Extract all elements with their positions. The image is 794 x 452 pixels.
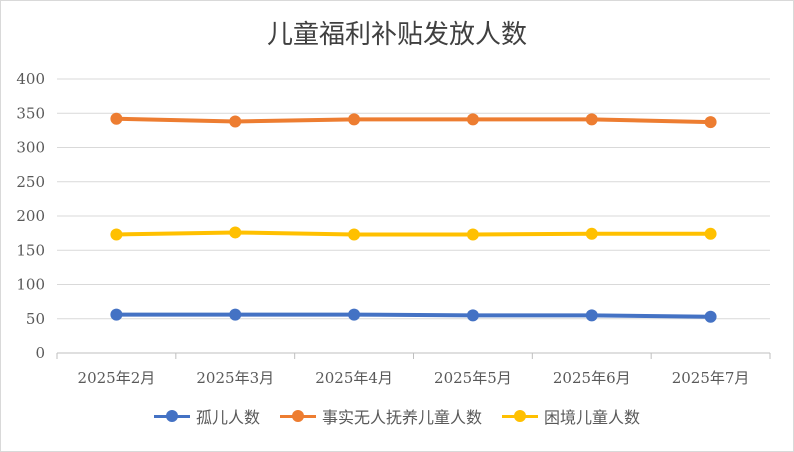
data-point [110, 112, 123, 125]
data-point [585, 227, 598, 240]
legend-label: 孤儿人数 [195, 408, 260, 427]
x-tick-label: 2025年7月 [672, 369, 750, 387]
y-tick-label: 150 [16, 241, 45, 259]
y-tick-label: 250 [16, 173, 45, 191]
legend-swatch-orphans [153, 406, 190, 426]
data-point [704, 116, 717, 129]
x-tick-label: 2025年5月 [434, 369, 512, 387]
y-tick-label: 100 [16, 276, 45, 294]
data-point [466, 228, 479, 241]
legend-dot [291, 410, 304, 422]
data-point [110, 228, 123, 241]
legend-swatch-unsupported [279, 406, 316, 426]
legend-label: 困境儿童人数 [544, 408, 641, 427]
x-tick-label: 2025年3月 [196, 369, 274, 387]
data-point [585, 309, 598, 322]
y-tick-label: 200 [16, 207, 45, 225]
series-line-0 [114, 312, 713, 319]
data-point [466, 309, 479, 322]
legend-item-distressed: 困境儿童人数 [502, 404, 640, 428]
data-point [466, 113, 479, 126]
data-point [348, 308, 361, 321]
y-tick-label: 50 [26, 310, 45, 328]
data-point [348, 228, 361, 241]
data-point [229, 115, 242, 128]
legend-dot [165, 410, 178, 422]
data-point [704, 310, 717, 323]
data-point [704, 227, 717, 240]
data-point [229, 308, 242, 321]
data-point [110, 308, 123, 321]
y-tick-label: 0 [35, 344, 45, 362]
y-tick-label: 350 [16, 104, 45, 122]
data-point [348, 113, 361, 126]
series-line-2 [114, 230, 713, 237]
y-tick-label: 400 [16, 70, 45, 88]
legend-item-unsupported: 事实无人抚养儿童人数 [279, 404, 482, 428]
legend-label: 事实无人抚养儿童人数 [321, 408, 482, 427]
chart-title: 儿童福利补贴发放人数 [266, 20, 527, 50]
y-tick-label: 300 [16, 139, 45, 157]
legend-dot [514, 410, 526, 422]
legend-swatch-distressed [502, 406, 538, 426]
x-tick-label: 2025年4月 [315, 369, 393, 387]
x-tick-label: 2025年2月 [78, 369, 156, 387]
data-point [229, 226, 242, 239]
series-line-1 [114, 116, 713, 125]
data-point [585, 113, 598, 126]
legend-item-orphans: 孤儿人数 [153, 404, 260, 428]
x-tick-label: 2025年6月 [553, 369, 631, 387]
legend: 孤儿人数 事实无人抚养儿童人数 困境儿童人数 [0, 404, 794, 428]
